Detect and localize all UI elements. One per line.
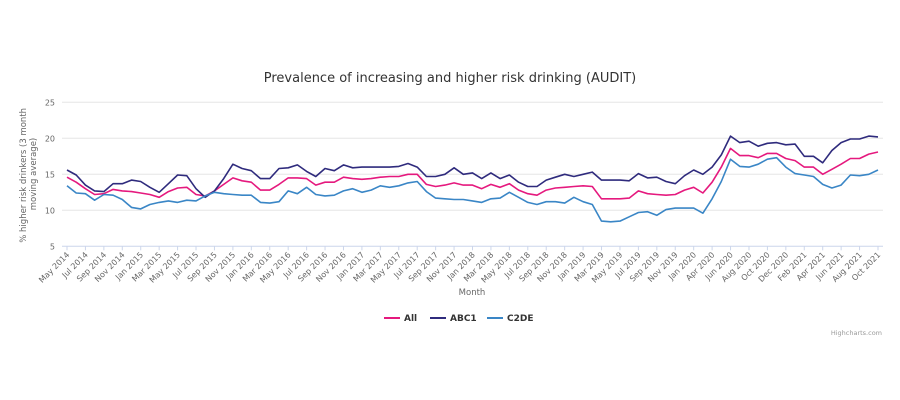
y-tick-label: 20 bbox=[45, 134, 55, 143]
legend-label: C2DE bbox=[507, 314, 534, 324]
series-line-c2de[interactable] bbox=[66, 156, 879, 223]
chart-title: Prevalence of increasing and higher risk… bbox=[264, 71, 637, 86]
y-tick-label: 25 bbox=[45, 98, 55, 107]
legend-item-abc1[interactable]: ABC1 bbox=[430, 314, 477, 324]
legend-item-c2de[interactable]: C2DE bbox=[487, 314, 534, 324]
y-tick-label: 15 bbox=[45, 170, 55, 179]
y-tick-label: 5 bbox=[50, 242, 55, 251]
legend: All ABC1 C2DE bbox=[384, 314, 534, 324]
y-axis-title-line2: moving average) bbox=[29, 138, 39, 210]
x-axis-title: Month bbox=[459, 288, 486, 298]
grid-lines bbox=[62, 101, 883, 247]
series-lines bbox=[66, 135, 879, 223]
legend-label: All bbox=[404, 314, 417, 324]
legend-label: ABC1 bbox=[450, 314, 477, 324]
y-axis-ticks: 5 10 15 20 25 bbox=[45, 98, 55, 251]
legend-item-all[interactable]: All bbox=[384, 314, 417, 324]
y-axis-title-line1: % higher risk drinkers (3 month bbox=[19, 108, 29, 243]
y-axis-title: % higher risk drinkers (3 month moving a… bbox=[19, 105, 39, 242]
series-line-abc1[interactable] bbox=[66, 135, 879, 199]
credits-link[interactable]: Highcharts.com bbox=[831, 329, 882, 337]
y-tick-label: 10 bbox=[45, 206, 55, 215]
